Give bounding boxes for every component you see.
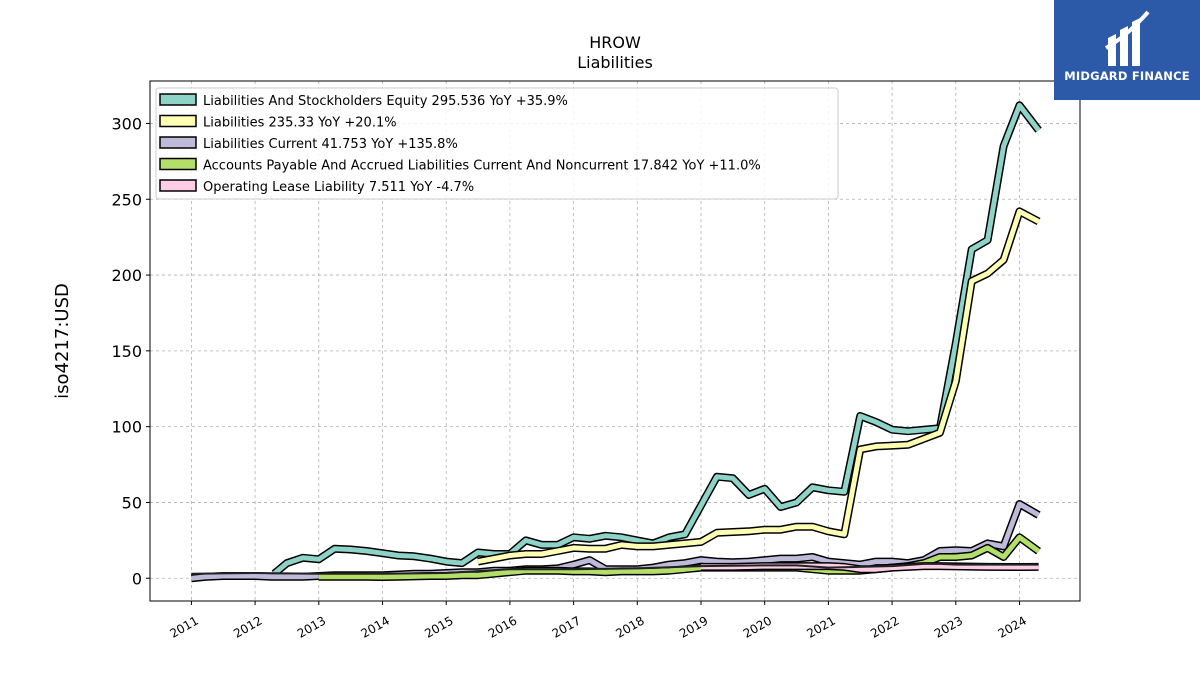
x-tick-label: 2022 [868,613,901,640]
x-tick-label: 2017 [550,613,583,640]
legend-swatch-4 [159,179,197,192]
y-tick-label: 250 [111,190,142,209]
legend-label-3: Accounts Payable And Accrued Liabilities… [203,159,761,174]
x-tick-label: 2016 [486,613,519,640]
x-tick-label: 2021 [804,613,837,640]
y-tick-label: 50 [122,493,142,512]
chart-title: HROW [589,33,641,52]
midgard-logo-icon [1105,10,1150,66]
brand-logo: MIDGARD FINANCE [1054,0,1200,100]
legend: Liabilities And Stockholders Equity 295.… [155,87,839,200]
x-tick-label: 2013 [295,613,328,640]
y-tick-label: 100 [111,418,142,437]
x-tick-label: 2023 [932,613,965,640]
chart-subtitle: Liabilities [577,53,653,72]
series-lines [190,101,1042,583]
series-line-5 [191,562,1039,575]
y-tick-label: 0 [132,569,142,588]
legend-label-4: Operating Lease Liability 7.511 YoY -4.7… [203,180,474,195]
x-tick-label: 2020 [741,613,774,640]
x-tick-label: 2018 [613,613,646,640]
brand-name: MIDGARD FINANCE [1064,69,1190,83]
x-tick-label: 2014 [359,613,392,640]
x-tick-label: 2015 [422,613,455,640]
legend-swatch-1 [159,114,197,128]
y-tick-label: 200 [111,266,142,285]
legend-label-1: Liabilities 235.33 YoY +20.1% [203,116,397,131]
y-tick-label: 300 [111,114,142,133]
legend-label-0: Liabilities And Stockholders Equity 295.… [203,94,568,109]
series-line-1 [477,208,1040,565]
x-tick-label: 2019 [677,613,710,640]
x-axis-ticks: 2011 2012 2013 2014 2015 2016 2017 2018 2019 2020… [167,601,1029,641]
y-axis-label: iso4217:USD [52,283,73,399]
plot-area-frame [149,80,1081,602]
legend-label-2: Liabilities Current 41.753 YoY +135.8% [203,137,458,152]
legend-swatch-0 [159,93,197,106]
legend-swatch-3 [159,157,197,171]
x-tick-label: 2012 [231,613,264,640]
legend-swatch-2 [159,136,197,149]
y-axis-ticks: 0 50 100 150 200 250 300 [111,114,150,588]
x-tick-label: 2011 [167,613,200,640]
legend-box [155,87,839,200]
x-tick-label: 2024 [996,613,1029,640]
y-tick-label: 150 [111,342,142,361]
